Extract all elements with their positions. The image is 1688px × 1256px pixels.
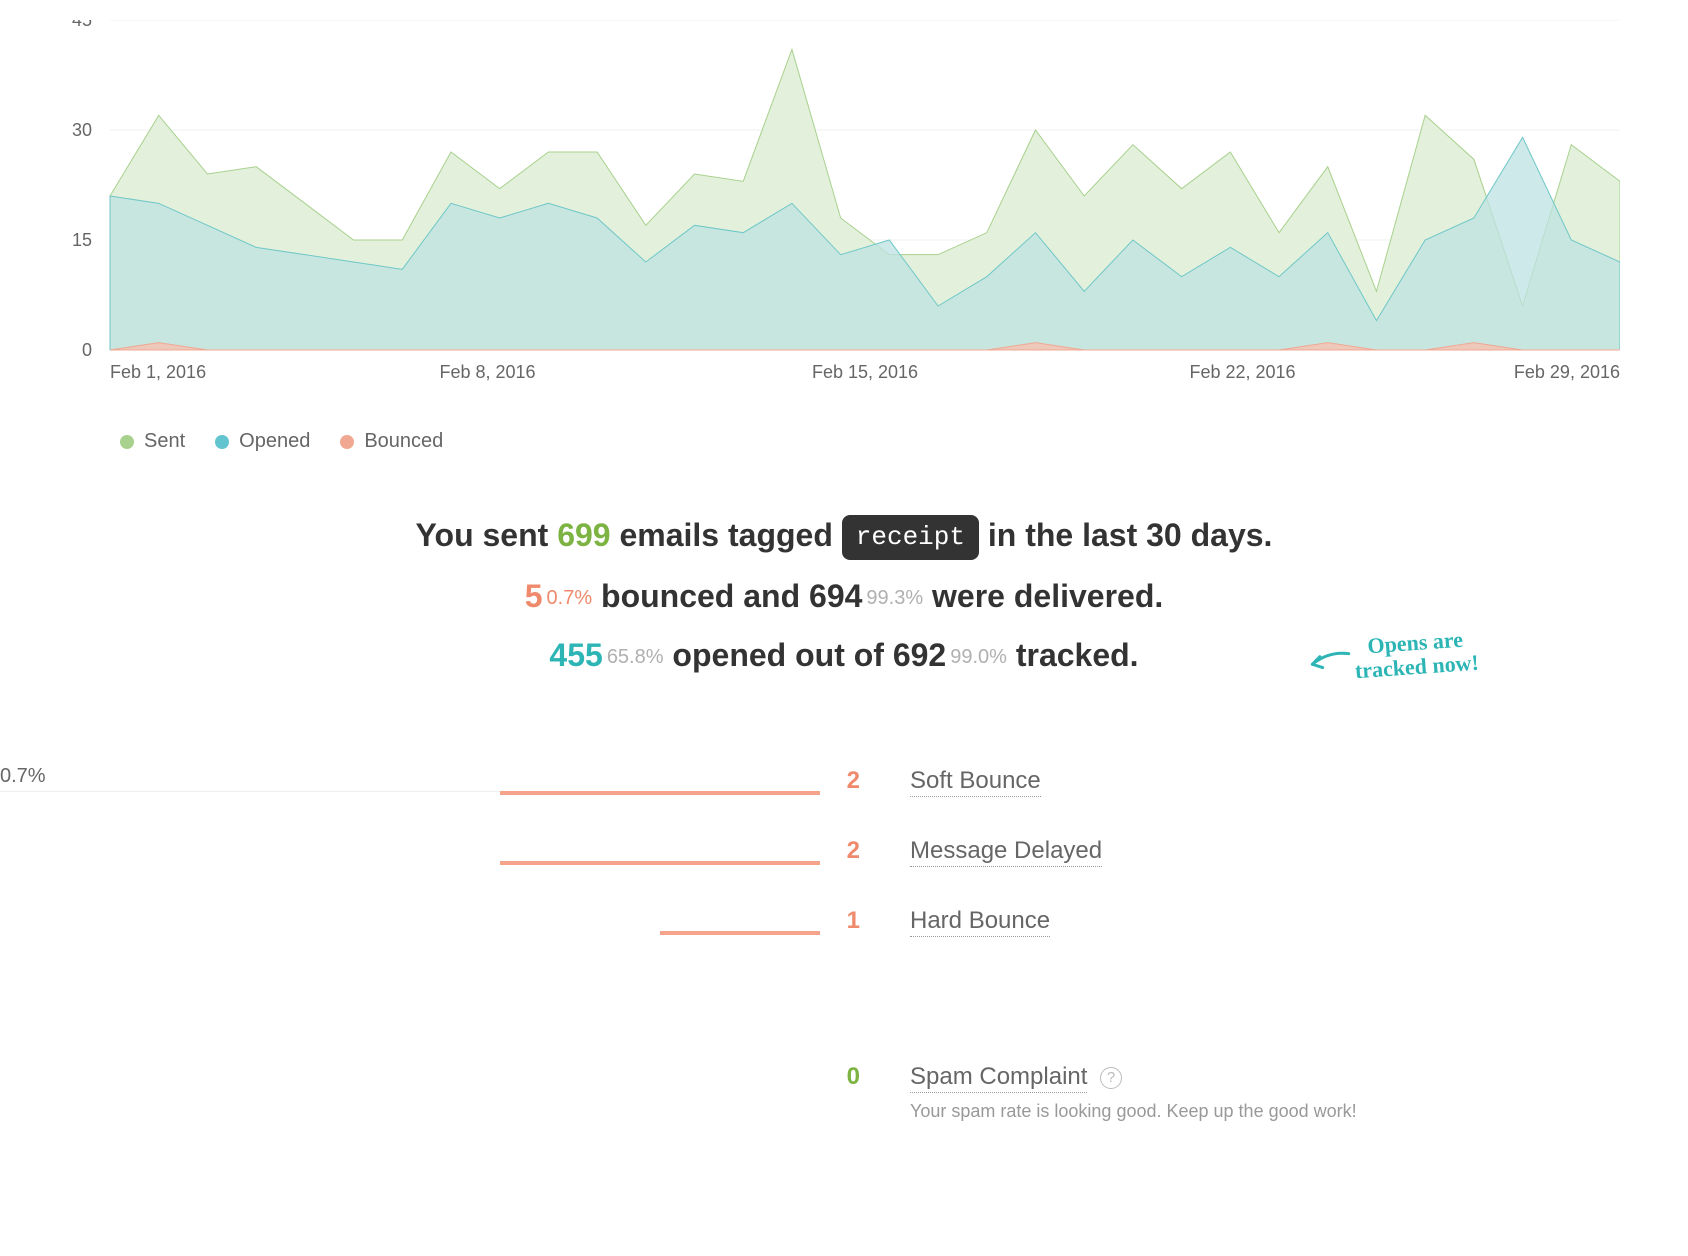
bounce-label-col: Soft Bounce: [910, 767, 1041, 795]
summary-tag-pill: receipt: [842, 515, 979, 559]
legend-item-sent[interactable]: Sent: [120, 430, 185, 453]
svg-text:Feb 1, 2016: Feb 1, 2016: [110, 362, 206, 382]
summary-opened-mid: opened out of: [672, 637, 892, 673]
bounce-row: 2 Message Delayed: [0, 837, 1688, 873]
spam-bar-wrap: [0, 1063, 820, 1099]
summary-bounced-line: 50.7% bounced and 69499.3% were delivere…: [144, 574, 1544, 619]
summary-tracked-pct: 99.0%: [950, 646, 1007, 668]
legend-dot-icon: [120, 435, 134, 449]
bounce-bar: [500, 791, 820, 795]
bounce-pct-label: 0.7%: [0, 765, 46, 788]
bounce-label-col: Hard Bounce: [910, 907, 1050, 935]
bounce-section: 0.7% 2 Soft Bounce 2 Message Delayed 1 Hard Bo…: [0, 767, 1688, 943]
legend-item-bounced[interactable]: Bounced: [340, 430, 443, 453]
summary-opened-post: tracked.: [1016, 637, 1139, 673]
summary-opened-pct: 65.8%: [607, 646, 664, 668]
bounce-count: 2: [820, 837, 860, 865]
activity-chart-svg: 0 15 30 45 Feb 1, 2016 Feb 8, 2016 Feb 15, 201…: [60, 20, 1620, 400]
svg-text:45: 45: [72, 20, 92, 30]
bounce-label-col: Message Delayed: [910, 837, 1102, 865]
spam-count: 0: [820, 1063, 860, 1091]
summary-bounced-pct: 0.7%: [547, 587, 593, 609]
summary-delivered-count: 694: [809, 578, 862, 614]
help-icon[interactable]: ?: [1100, 1067, 1122, 1089]
summary-block: You sent 699 emails tagged receipt in th…: [144, 513, 1544, 677]
summary-bounced-mid: bounced and: [601, 578, 809, 614]
svg-text:15: 15: [72, 230, 92, 250]
arrow-icon: [1303, 641, 1355, 674]
summary-sent-pre: You sent: [416, 517, 558, 553]
bounce-label[interactable]: Hard Bounce: [910, 907, 1050, 937]
legend-label: Sent: [144, 430, 185, 453]
bounce-label[interactable]: Message Delayed: [910, 837, 1102, 867]
chart-legend: Sent Opened Bounced: [120, 430, 1688, 453]
svg-text:Feb 15, 2016: Feb 15, 2016: [812, 362, 918, 382]
summary-sent-count: 699: [557, 517, 610, 553]
bounce-count: 2: [820, 767, 860, 795]
opens-tracked-note: Opens aretracked now!: [1352, 627, 1479, 684]
opens-tracked-note-text: Opens aretracked now!: [1354, 627, 1479, 684]
bounce-bar-wrap: [0, 907, 820, 943]
legend-dot-icon: [340, 435, 354, 449]
spam-label-col: Spam Complaint ? Your spam rate is looki…: [910, 1063, 1357, 1122]
summary-tracked-count: 692: [893, 637, 946, 673]
bounce-bar-wrap: [0, 837, 820, 873]
svg-text:Feb 22, 2016: Feb 22, 2016: [1189, 362, 1295, 382]
legend-label: Bounced: [364, 430, 443, 453]
bounce-row: 0.7% 2 Soft Bounce: [0, 767, 1688, 803]
spam-subtext: Your spam rate is looking good. Keep up …: [910, 1101, 1357, 1122]
spam-row: 0 Spam Complaint ? Your spam rate is loo…: [0, 1063, 1688, 1122]
svg-text:0: 0: [82, 340, 92, 360]
spam-section: 0 Spam Complaint ? Your spam rate is loo…: [0, 1063, 1688, 1122]
bounce-bar: [660, 931, 820, 935]
legend-label: Opened: [239, 430, 310, 453]
bounce-label[interactable]: Soft Bounce: [910, 767, 1041, 797]
summary-delivered-pct: 99.3%: [866, 587, 923, 609]
summary-sent-post: in the last 30 days.: [988, 517, 1273, 553]
summary-opened-count: 455: [549, 637, 602, 673]
summary-bounced-post: were delivered.: [932, 578, 1163, 614]
activity-chart: 0 15 30 45 Feb 1, 2016 Feb 8, 2016 Feb 15, 201…: [60, 20, 1628, 400]
bounce-row: 1 Hard Bounce: [0, 907, 1688, 943]
bounce-bar-wrap: 0.7%: [0, 767, 820, 803]
summary-bounced-count: 5: [525, 578, 543, 614]
spam-label[interactable]: Spam Complaint: [910, 1063, 1087, 1093]
svg-text:30: 30: [72, 120, 92, 140]
legend-item-opened[interactable]: Opened: [215, 430, 310, 453]
bounce-count: 1: [820, 907, 860, 935]
summary-sent-line: You sent 699 emails tagged receipt in th…: [144, 513, 1544, 560]
svg-text:Feb 8, 2016: Feb 8, 2016: [439, 362, 535, 382]
svg-text:Feb 29, 2016: Feb 29, 2016: [1514, 362, 1620, 382]
bounce-bar: [500, 861, 820, 865]
summary-sent-mid: emails tagged: [619, 517, 841, 553]
legend-dot-icon: [215, 435, 229, 449]
